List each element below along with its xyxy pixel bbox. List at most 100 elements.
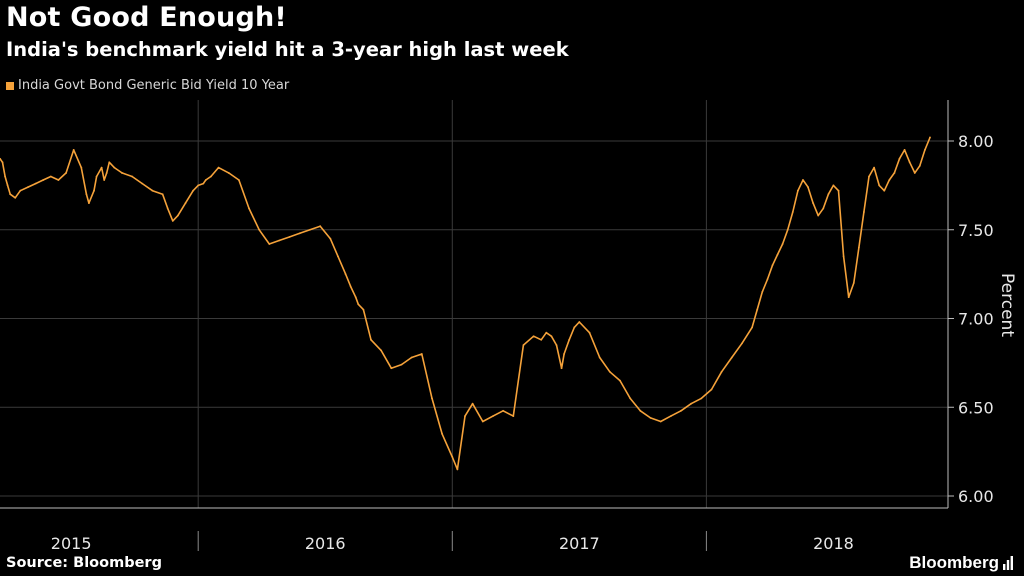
data-point — [842, 255, 845, 258]
data-point — [354, 296, 357, 299]
data-point — [319, 225, 322, 228]
data-point — [863, 211, 865, 213]
data-point — [105, 172, 108, 174]
yield-series-line — [0, 137, 931, 471]
data-point — [362, 308, 365, 311]
data-point — [898, 157, 901, 160]
data-point — [573, 326, 576, 329]
data-point — [210, 175, 212, 178]
data-point — [852, 282, 855, 284]
legend: India Govt Bond Generic Bid Yield 10 Yea… — [6, 78, 289, 93]
data-point — [924, 148, 926, 151]
data-point — [680, 409, 682, 412]
data-point — [629, 397, 632, 400]
data-point — [14, 196, 17, 199]
legend-swatch — [6, 81, 14, 90]
data-point — [878, 184, 881, 187]
data-point — [410, 356, 413, 359]
data-point — [451, 456, 454, 458]
data-point — [456, 468, 459, 471]
data-point — [857, 246, 860, 249]
data-point — [690, 402, 693, 405]
data-point — [349, 285, 352, 288]
data-point — [161, 193, 164, 196]
data-point — [34, 182, 37, 185]
data-point — [929, 136, 931, 139]
x-tick-label: 2015 — [51, 534, 92, 553]
data-point — [588, 331, 591, 334]
data-point — [802, 179, 804, 181]
data-point — [903, 148, 906, 151]
data-point — [751, 326, 754, 329]
data-point — [431, 397, 433, 400]
data-point — [248, 207, 250, 210]
x-tick-label: 2018 — [813, 534, 854, 553]
data-point — [776, 253, 779, 256]
data-point — [72, 148, 75, 151]
data-point — [669, 415, 672, 418]
data-point — [278, 239, 281, 242]
data-point — [918, 164, 921, 167]
data-point — [380, 349, 383, 352]
grid-layer — [0, 100, 948, 508]
data-point — [873, 166, 875, 169]
data-point — [131, 175, 134, 178]
data-point — [756, 308, 759, 311]
data-point — [771, 264, 774, 267]
data-point — [93, 189, 95, 192]
data-point — [202, 182, 205, 185]
data-point — [598, 356, 601, 359]
data-point — [227, 172, 230, 174]
data-point — [512, 415, 515, 418]
data-point — [390, 367, 393, 370]
data-point — [532, 335, 535, 338]
data-point — [19, 189, 22, 192]
data-point — [65, 172, 67, 174]
data-point — [761, 290, 764, 293]
data-point — [80, 166, 83, 169]
data-point — [847, 296, 850, 299]
brand-name: Bloomberg — [909, 553, 999, 572]
data-point — [791, 211, 794, 213]
data-point — [812, 202, 815, 205]
data-point — [471, 402, 474, 405]
data-point — [822, 207, 825, 210]
data-point — [9, 193, 12, 196]
data-point — [103, 179, 106, 181]
data-point — [6, 184, 9, 187]
data-point — [522, 344, 525, 347]
data-point — [550, 335, 553, 338]
data-point — [192, 189, 195, 192]
data-point — [568, 338, 571, 341]
source-note: Source: Bloomberg — [6, 555, 162, 571]
data-point — [268, 243, 271, 245]
data-point — [151, 189, 154, 192]
data-point — [85, 193, 88, 196]
legend-label: India Govt Bond Generic Bid Yield 10 Yea… — [18, 78, 290, 93]
data-point — [908, 161, 911, 164]
data-point — [357, 303, 360, 306]
data-point — [720, 370, 723, 373]
data-point — [166, 207, 169, 210]
data-point — [502, 409, 505, 412]
y-tick-label: 7.50 — [958, 221, 994, 240]
axis-layer: 6.00 6.50 7.00 7.50 8.00 2015 2016 2017 2018 — [0, 100, 994, 553]
terminal-icon — [1003, 556, 1013, 570]
data-point — [49, 175, 52, 178]
data-point — [121, 172, 123, 174]
data-point — [100, 166, 103, 169]
data-point — [171, 219, 174, 222]
data-point — [197, 184, 200, 187]
data-point — [786, 228, 789, 231]
data-point — [95, 175, 98, 178]
data-point — [807, 186, 809, 189]
data-point — [766, 278, 769, 281]
data-point — [329, 237, 332, 240]
data-point — [659, 420, 662, 423]
data-point — [57, 179, 60, 181]
data-point — [913, 172, 916, 174]
y-tick-label: 8.00 — [958, 132, 994, 151]
data-point — [88, 202, 90, 205]
data-point — [464, 415, 466, 418]
